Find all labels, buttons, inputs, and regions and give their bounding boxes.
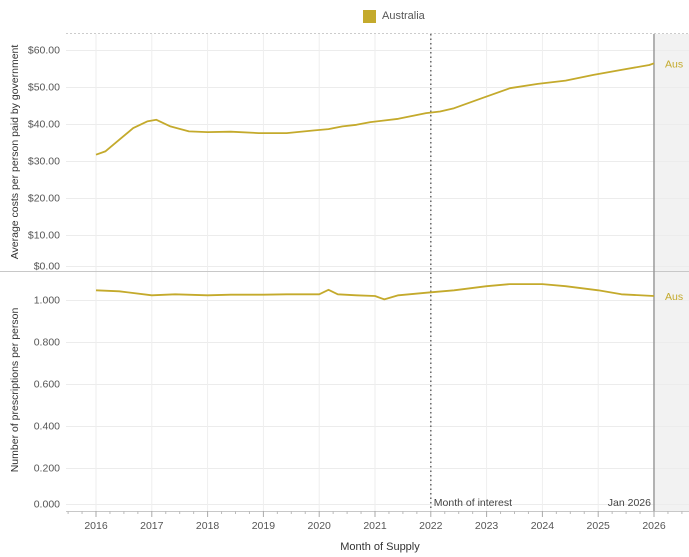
y-tick-label: $10.00 [28, 230, 60, 242]
x-tick-label: 2024 [531, 520, 555, 532]
y-tick-label: 0.600 [34, 379, 60, 391]
legend-label: Australia [382, 10, 425, 22]
top-y-axis: $0.00 $10.00 $20.00 $30.00 $40.00 $50.00 $60.0… [28, 45, 60, 273]
cost-series-line [95, 62, 655, 156]
y-tick-label: 0.000 [34, 499, 60, 511]
reference-lines: Month of interest Jan 2026 [430, 34, 655, 511]
y-tick-label: 0.400 [34, 421, 60, 433]
y-tick-label: $0.00 [34, 261, 60, 273]
x-tick-label: 2018 [196, 520, 220, 532]
latest-month-label: Jan 2026 [608, 497, 651, 509]
month-of-interest-label: Month of interest [434, 497, 512, 509]
y-tick-label: $50.00 [28, 82, 60, 94]
prescriptions-series-line [95, 283, 655, 301]
legend-swatch [363, 9, 376, 23]
y-tick-label: 1.000 [34, 295, 60, 307]
gridlines [66, 34, 689, 511]
x-tick-label: 2025 [587, 520, 611, 532]
x-tick-label: 2026 [642, 520, 666, 532]
x-tick-label: 2021 [363, 520, 387, 532]
y-tick-label: $20.00 [28, 193, 60, 205]
y-tick-label: 0.200 [34, 463, 60, 475]
after-period-shading [655, 34, 689, 512]
x-axis: 2016 2017 2018 2019 2020 2021 2022 2023 2024 2025… [67, 511, 683, 532]
x-tick-label: 2022 [419, 520, 443, 532]
y-tick-label: $40.00 [28, 119, 60, 131]
x-axis-title: Month of Supply [340, 541, 420, 553]
x-tick-label: 2019 [252, 520, 276, 532]
y-tick-label: $60.00 [28, 45, 60, 57]
bottom-y-axis: 0.000 0.200 0.400 0.600 0.800 1.000 [34, 295, 60, 511]
bottom-y-axis-title: Number of prescriptions per person [9, 308, 21, 473]
legend[interactable]: Australia [363, 8, 425, 24]
x-tick-label: 2017 [140, 520, 164, 532]
y-tick-label: $30.00 [28, 156, 60, 168]
x-tick-label: 2016 [84, 520, 108, 532]
series[interactable]: Aus Aus [95, 58, 683, 303]
x-tick-label: 2023 [475, 520, 499, 532]
series-end-label: Aus [665, 291, 683, 303]
x-tick-label: 2020 [308, 520, 332, 532]
top-y-axis-title: Average costs per person paid by governm… [9, 45, 21, 260]
series-end-label: Aus [665, 58, 683, 70]
y-tick-label: 0.800 [34, 337, 60, 349]
